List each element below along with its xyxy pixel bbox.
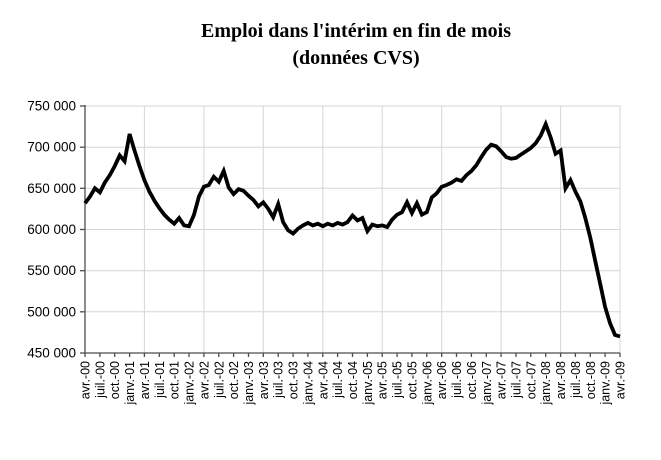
x-tick-label: juil.-05 xyxy=(391,361,405,399)
x-tick-label: avr.-09 xyxy=(614,361,628,399)
x-tick-label: avr.-07 xyxy=(495,361,509,399)
x-tick-label: oct.-00 xyxy=(108,361,122,399)
x-tick-label: oct.-08 xyxy=(584,361,598,399)
y-tick-label: 450 000 xyxy=(27,346,76,361)
x-tick-label: janv.-01 xyxy=(123,361,137,406)
x-tick-label: janv.-03 xyxy=(242,361,256,406)
x-tick-label: janv.-06 xyxy=(420,361,434,406)
chart-subtitle: (données CVS) xyxy=(292,47,420,69)
x-tick-label: juil.-00 xyxy=(93,361,107,399)
x-tick-label: oct.-03 xyxy=(287,361,301,399)
x-tick-label: oct.-07 xyxy=(524,361,538,399)
x-tick-label: juil.-03 xyxy=(272,361,286,399)
x-tick-label: avr.-04 xyxy=(316,361,330,399)
employment-series-line xyxy=(83,119,621,339)
x-tick-label: janv.-02 xyxy=(183,361,197,406)
x-tick-label: oct.-06 xyxy=(465,361,479,399)
x-tick-label: avr.-00 xyxy=(79,361,93,399)
x-tick-label: avr.-08 xyxy=(554,361,568,399)
x-tick-label: avr.-02 xyxy=(197,361,211,399)
x-tick-label: janv.-08 xyxy=(539,361,553,406)
x-tick-label: juil.-06 xyxy=(450,361,464,399)
x-tick-label: juil.-07 xyxy=(510,361,524,399)
x-tick-label: juil.-04 xyxy=(331,361,345,399)
x-tick-label: janv.-07 xyxy=(480,361,494,406)
x-tick-label: avr.-03 xyxy=(257,361,271,399)
y-tick-label: 700 000 xyxy=(27,140,76,155)
x-tick-label: avr.-06 xyxy=(435,361,449,399)
x-tick-label: janv.-05 xyxy=(361,361,375,406)
chart-title-block: Emploi dans l'intérim en fin de mois (do… xyxy=(51,18,661,72)
x-tick-label: juil.-01 xyxy=(153,361,167,399)
y-tick-label: 600 000 xyxy=(27,222,76,237)
y-tick-label: 750 000 xyxy=(27,99,76,114)
x-tick-label: avr.-05 xyxy=(376,361,390,399)
y-tick-label: 650 000 xyxy=(27,181,76,196)
x-tick-label: janv.-09 xyxy=(599,361,613,406)
x-tick-label: juil.-08 xyxy=(569,361,583,399)
x-tick-label: oct.-01 xyxy=(168,361,182,399)
y-tick-label: 500 000 xyxy=(27,304,76,319)
x-tick-label: avr.-01 xyxy=(138,361,152,399)
x-tick-label: oct.-02 xyxy=(227,361,241,399)
y-tick-label: 550 000 xyxy=(27,263,76,278)
x-tick-label: oct.-04 xyxy=(346,361,360,399)
x-tick-label: juil.-02 xyxy=(212,361,226,399)
x-tick-label: janv.-04 xyxy=(301,361,315,406)
x-tick-label: oct.-05 xyxy=(405,361,419,399)
chart-title: Emploi dans l'intérim en fin de mois xyxy=(200,20,512,42)
